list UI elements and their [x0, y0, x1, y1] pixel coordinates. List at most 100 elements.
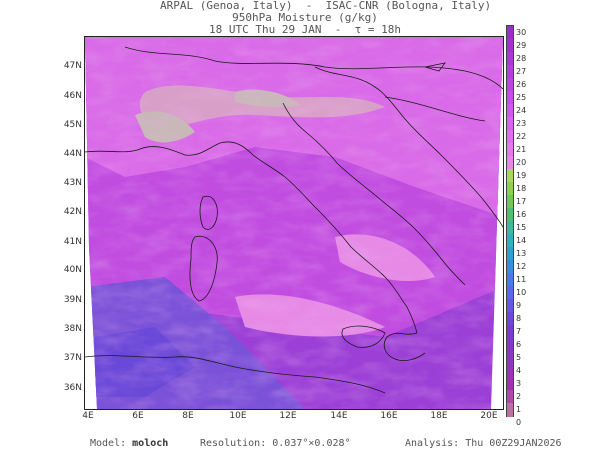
moisture-field — [85, 37, 503, 409]
sicily — [341, 325, 386, 348]
north-africa-coast — [85, 355, 386, 394]
colorbar-segment — [507, 403, 513, 417]
colorbar-label: 21 — [516, 145, 527, 154]
lake-balaton — [424, 62, 446, 72]
lon-label-10e: 10E — [229, 411, 247, 421]
lat-label-46n: 46N — [63, 91, 82, 101]
footer-analysis: Analysis: Thu 00Z29JAN2026 — [405, 438, 562, 449]
colorbar-segment — [507, 78, 513, 92]
footer-resolution: Resolution: 0.037°×0.028° — [200, 438, 351, 449]
lat-label-42n: 42N — [63, 207, 82, 217]
lat-label-36n: 36N — [63, 383, 82, 393]
model-label: Model: — [90, 438, 127, 449]
lat-label-41n: 41N — [63, 237, 82, 247]
colorbar-label: 25 — [516, 93, 527, 102]
lon-label-16e: 16E — [380, 411, 398, 421]
colorbar-label: 11 — [516, 275, 527, 284]
moisture-colorbar — [506, 25, 514, 417]
map-panel: ARPAL ISAC CNR ARPAL ISAC CNR ARPAL — [84, 36, 504, 450]
colorbar-label: 10 — [516, 288, 527, 297]
colorbar-segment — [507, 91, 513, 105]
colorbar-label: 23 — [516, 119, 527, 128]
lat-label-39n: 39N — [63, 295, 82, 305]
lon-label-8e: 8E — [182, 411, 194, 421]
colorbar-segment — [507, 390, 513, 404]
colorbar-segment — [507, 364, 513, 378]
colorbar-label: 24 — [516, 106, 527, 115]
map-header: ARPAL (Genoa, Italy) - ISAC-CNR (Bologna… — [0, 0, 600, 40]
colorbar-label: 20 — [516, 158, 527, 167]
colorbar-segment — [507, 286, 513, 300]
colorbar-label: 8 — [516, 314, 522, 323]
colorbar-label: 29 — [516, 41, 527, 50]
colorbar-segment — [507, 52, 513, 66]
colorbar-label: 30 — [516, 28, 527, 37]
lon-label-18e: 18E — [430, 411, 448, 421]
colorbar-label: 17 — [516, 197, 527, 206]
colorbar-label: 15 — [516, 223, 527, 232]
colorbar-segment — [507, 39, 513, 53]
italy-west-coast — [85, 141, 418, 334]
colorbar-segment — [507, 325, 513, 339]
lon-label-4e: 4E — [82, 411, 94, 421]
analysis-label: Analysis: — [405, 438, 460, 449]
colorbar-segment — [507, 117, 513, 131]
colorbar-segment — [507, 182, 513, 196]
resolution-value: 0.037°×0.028° — [272, 438, 351, 449]
colorbar-label: 16 — [516, 210, 527, 219]
colorbar-segment — [507, 143, 513, 157]
colorbar-segment — [507, 299, 513, 313]
colorbar-segment — [507, 312, 513, 326]
colorbar-label: 27 — [516, 67, 527, 76]
watermark-5: ARPAL — [445, 439, 481, 450]
lat-label-43n: 43N — [63, 178, 82, 188]
lat-label-45n: 45N — [63, 120, 82, 130]
colorbar-segment — [507, 247, 513, 261]
colorbar-label: 6 — [516, 340, 522, 349]
balkan-coast — [314, 66, 503, 228]
colorbar-segment — [507, 169, 513, 183]
lon-label-20e: 20E — [480, 411, 498, 421]
colorbar-label: 0 — [516, 418, 522, 427]
hungary-border — [384, 96, 486, 122]
lat-label-47n: 47N — [63, 61, 82, 71]
colorbar-label: 14 — [516, 236, 527, 245]
header-institutions: ARPAL (Genoa, Italy) - ISAC-CNR (Bologna… — [160, 0, 492, 12]
colorbar-segment — [507, 26, 513, 40]
resolution-label: Resolution: — [200, 438, 267, 449]
colorbar-label: 18 — [516, 184, 527, 193]
colorbar-label: 5 — [516, 353, 522, 362]
colorbar-segment — [507, 377, 513, 391]
colorbar-label: 7 — [516, 327, 522, 336]
lon-label-14e: 14E — [330, 411, 348, 421]
colorbar-segment — [507, 273, 513, 287]
italy-calabria — [383, 332, 426, 361]
colorbar-label: 3 — [516, 379, 522, 388]
footer-model: Model: moloch — [90, 438, 168, 449]
corsica — [199, 195, 218, 230]
watermark-1: ARPAL — [125, 439, 161, 450]
colorbar-label: 26 — [516, 80, 527, 89]
colorbar-label: 19 — [516, 171, 527, 180]
italy-east-coast — [282, 102, 466, 286]
lat-label-37n: 37N — [63, 353, 82, 363]
lat-label-40n: 40N — [63, 265, 82, 275]
model-value: moloch — [132, 438, 169, 449]
colorbar-label: 22 — [516, 132, 527, 141]
lat-label-44n: 44N — [63, 149, 82, 159]
colorbar-segment — [507, 195, 513, 209]
watermark-2: ISAC CNR — [215, 439, 268, 450]
colorbar-segment — [507, 104, 513, 118]
colorbar-label: 9 — [516, 301, 522, 310]
lon-label-12e: 12E — [279, 411, 297, 421]
coastlines — [85, 46, 503, 394]
colorbar-segment — [507, 208, 513, 222]
watermark-4: ISAC CNR — [365, 439, 418, 450]
colorbar-segment — [507, 234, 513, 248]
colorbar-label: 28 — [516, 54, 527, 63]
moisture-field-map — [85, 37, 503, 409]
colorbar-segment — [507, 65, 513, 79]
analysis-value: Thu 00Z29JAN2026 — [465, 438, 562, 449]
colorbar-segment — [507, 156, 513, 170]
header-variable: 950hPa Moisture (g/kg) — [232, 11, 378, 24]
